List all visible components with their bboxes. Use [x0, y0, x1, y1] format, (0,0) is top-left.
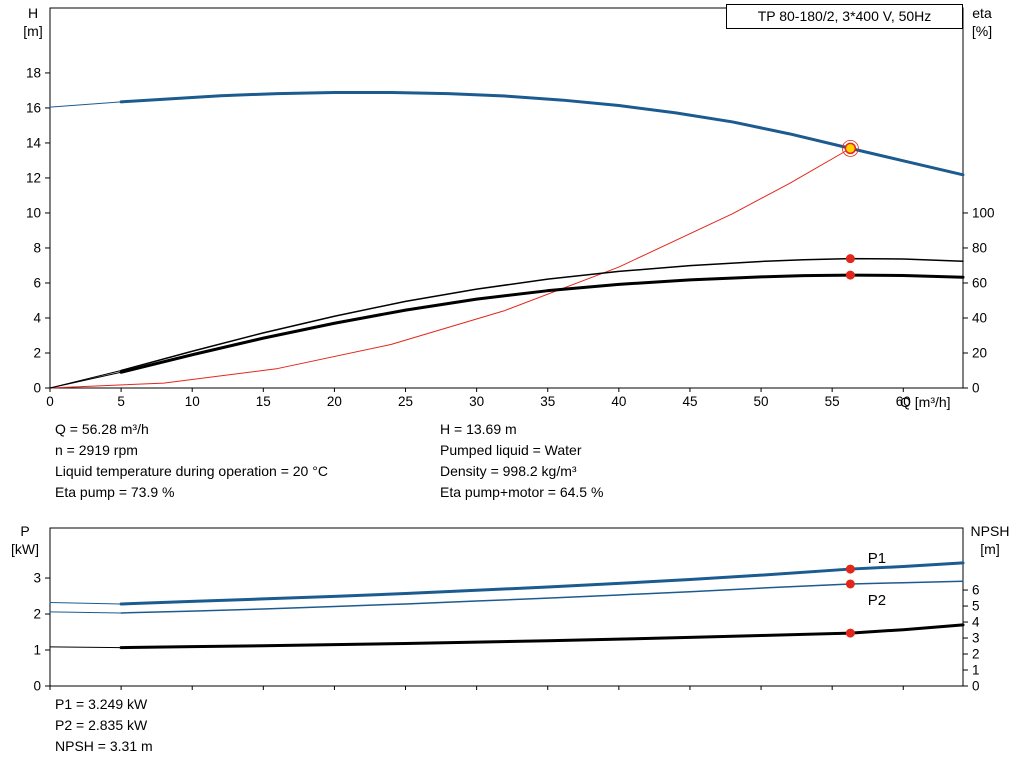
p2-curve-lead — [49, 611, 122, 614]
pump-type-title: TP 80-180/2, 3*400 V, 50Hz — [726, 4, 963, 29]
info-density: Density = 998.2 kg/m³ — [440, 463, 577, 479]
x-axis-tick-label: 35 — [540, 394, 555, 409]
info-pumped-liquid: Pumped liquid = Water — [440, 442, 582, 458]
x-axis-tick-label: 10 — [185, 394, 200, 409]
npsh-axis-label: NPSH [m] — [967, 522, 1013, 558]
y-right-tick-label: 0 — [972, 381, 980, 396]
y-right-tick-label: 3 — [972, 631, 980, 646]
y-left-tick-label: 0 — [33, 381, 41, 396]
x-axis-tick-label: 0 — [46, 394, 54, 409]
h-axis-label-unit: [m] — [23, 23, 43, 39]
p1-curve-lead — [49, 602, 122, 605]
p-axis-label-symbol: P — [20, 523, 30, 539]
info-head: H = 13.69 m — [440, 421, 517, 437]
y-right-tick-label: 4 — [972, 615, 980, 630]
y-left-tick-label: 0 — [33, 679, 41, 694]
series-label-p1: P1 — [868, 550, 886, 567]
y-left-tick-label: 3 — [33, 571, 41, 586]
y-right-tick-label: 6 — [972, 583, 980, 598]
npsh-axis-label-symbol: NPSH — [970, 523, 1010, 539]
y-left-tick-label: 12 — [26, 170, 41, 185]
x-axis-tick-label: 50 — [754, 394, 769, 409]
x-axis-tick-label: 15 — [256, 394, 271, 409]
eta-pump-duty-point — [845, 254, 855, 264]
y-right-tick-label: 5 — [972, 599, 980, 614]
eta-pump-motor-duty-point — [845, 270, 855, 280]
y-left-tick-label: 8 — [33, 240, 41, 255]
q-axis-label: Q [m³/h] — [900, 394, 951, 410]
y-right-tick-label: 20 — [972, 345, 987, 360]
x-axis-tick-label: 20 — [327, 394, 342, 409]
system-curve — [49, 147, 851, 389]
y-right-tick-label: 100 — [972, 205, 995, 220]
eta-pump-motor-curve — [119, 273, 965, 374]
y-left-tick-label: 2 — [33, 345, 41, 360]
info-flow: Q = 56.28 m³/h — [55, 421, 149, 437]
eta-pump-motor-curve-lead — [49, 371, 122, 389]
p1-duty-point — [845, 564, 855, 574]
y-left-tick-label: 14 — [26, 135, 42, 150]
x-axis-tick-label: 45 — [682, 394, 697, 409]
p-axis-label: P [kW] — [3, 522, 47, 558]
duty-info-right-column: H = 13.69 m Pumped liquid = Water Densit… — [440, 419, 603, 503]
npsh-curve — [119, 623, 965, 650]
x-axis-tick-label: 60 — [896, 394, 911, 409]
npsh-curve-lead — [49, 646, 122, 649]
y-left-tick-label: 6 — [33, 275, 41, 290]
eta-axis-label-unit: [%] — [971, 23, 993, 39]
info-p1: P1 = 3.249 kW — [55, 696, 148, 712]
y-right-tick-label: 1 — [972, 663, 980, 678]
duty-info-left-column: Q = 56.28 m³/h n = 2919 rpm Liquid tempe… — [55, 419, 328, 503]
eta-axis-label-symbol: eta — [972, 5, 992, 21]
y-right-tick-label: 40 — [972, 310, 987, 325]
pump-curve-lead — [49, 101, 122, 108]
npsh-axis-label-unit: [m] — [980, 541, 1000, 557]
duty-point-halo — [841, 139, 859, 157]
power-npsh-plot-area — [49, 527, 964, 687]
y-left-tick-label: 2 — [33, 607, 41, 622]
qh-plot-area — [49, 7, 964, 389]
eta-axis-label: eta [%] — [960, 4, 1004, 40]
y-left-tick-label: 10 — [26, 205, 41, 220]
x-axis-tick-label: 55 — [825, 394, 840, 409]
y-left-tick-label: 1 — [33, 643, 41, 658]
h-axis-label: H [m] — [11, 4, 55, 40]
y-right-tick-label: 0 — [972, 679, 980, 694]
info-eta-pump: Eta pump = 73.9 % — [55, 484, 175, 500]
eta-pump-curve — [120, 257, 964, 372]
x-axis-tick-label: 40 — [611, 394, 626, 409]
duty-point[interactable] — [844, 142, 857, 155]
y-left-tick-label: 4 — [33, 310, 41, 325]
h-axis-label-symbol: H — [27, 5, 39, 21]
info-npsh: NPSH = 3.31 m — [55, 738, 153, 754]
p2-duty-point — [845, 579, 855, 589]
p-axis-label-unit: [kW] — [11, 541, 39, 557]
x-axis-tick-label: 25 — [398, 394, 413, 409]
x-axis-tick-label: 30 — [469, 394, 484, 409]
info-p2: P2 = 2.835 kW — [55, 717, 148, 733]
series-label-p2: P2 — [868, 592, 886, 609]
qh-eta-chart: 0 5 10 15 20 25 30 35 40 45 50 55 60 0 2 4 6 8 10 12 14 16 18 0… — [26, 7, 995, 409]
y-left-tick-label: 18 — [26, 65, 41, 80]
info-eta-pump-motor: Eta pump+motor = 64.5 % — [440, 484, 604, 500]
npsh-duty-point — [845, 628, 855, 638]
info-liquid-temperature: Liquid temperature during operation = 20… — [55, 463, 328, 479]
power-info-block: P1 = 3.249 kW P2 = 2.835 kW NPSH = 3.31 … — [55, 694, 153, 757]
y-right-tick-label: 60 — [972, 275, 987, 290]
y-left-tick-label: 16 — [26, 100, 41, 115]
info-speed: n = 2919 rpm — [55, 442, 138, 458]
x-axis-tick-label: 5 — [117, 394, 125, 409]
pump-curve — [119, 91, 965, 177]
y-right-tick-label: 2 — [972, 647, 980, 662]
y-right-tick-label: 80 — [972, 240, 987, 255]
